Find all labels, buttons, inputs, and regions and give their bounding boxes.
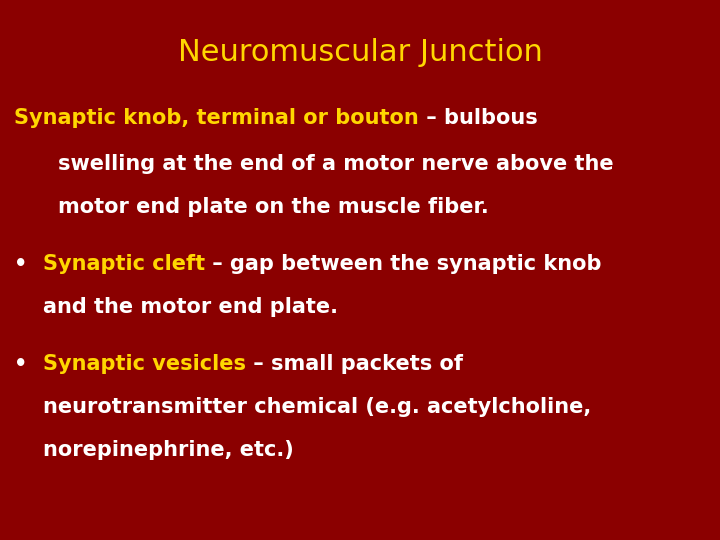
Text: Synaptic vesicles: Synaptic vesicles	[43, 354, 246, 374]
Text: Neuromuscular Junction: Neuromuscular Junction	[178, 38, 542, 67]
Text: norepinephrine, etc.): norepinephrine, etc.)	[43, 440, 294, 460]
Text: and the motor end plate.: and the motor end plate.	[43, 297, 338, 317]
Text: Synaptic cleft: Synaptic cleft	[43, 254, 205, 274]
Text: •: •	[14, 354, 28, 374]
Text: swelling at the end of a motor nerve above the: swelling at the end of a motor nerve abo…	[58, 154, 613, 174]
Text: motor end plate on the muscle fiber.: motor end plate on the muscle fiber.	[58, 197, 488, 217]
Text: – gap between the synaptic knob: – gap between the synaptic knob	[205, 254, 602, 274]
Text: – bulbous: – bulbous	[419, 108, 538, 128]
Text: •: •	[14, 254, 28, 274]
Text: neurotransmitter chemical (e.g. acetylcholine,: neurotransmitter chemical (e.g. acetylch…	[43, 397, 591, 417]
Text: – small packets of: – small packets of	[246, 354, 463, 374]
Text: Synaptic knob, terminal or bouton: Synaptic knob, terminal or bouton	[14, 108, 419, 128]
